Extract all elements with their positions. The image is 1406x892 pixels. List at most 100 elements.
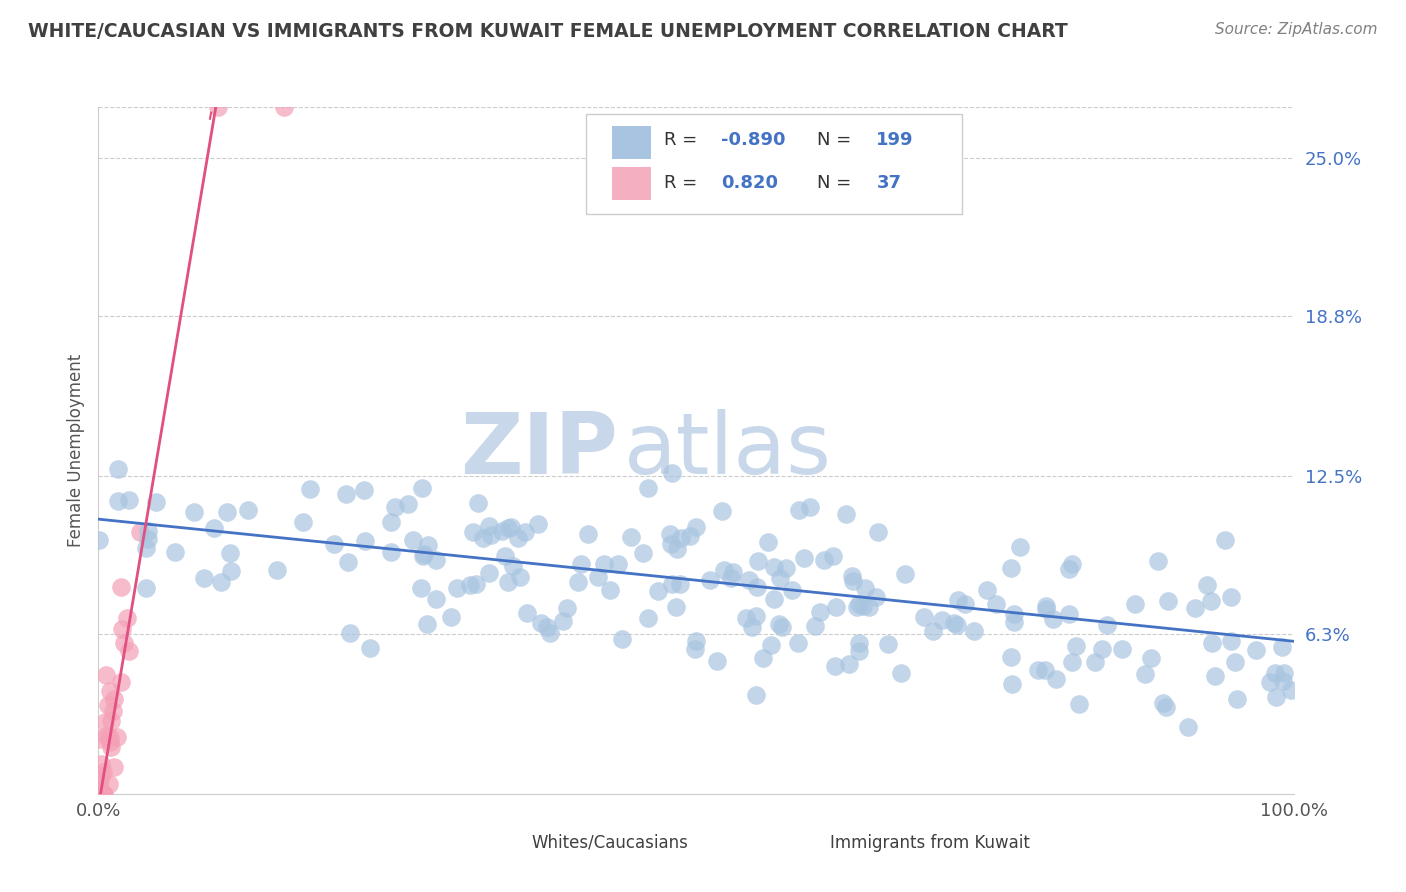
Point <box>1028 663 1050 677</box>
Point <box>90 787 112 801</box>
Point <box>193 571 215 585</box>
Point <box>1062 655 1084 669</box>
Point <box>610 632 633 646</box>
Point <box>768 617 790 632</box>
Text: R =: R = <box>664 174 709 192</box>
Point <box>458 578 481 592</box>
Point <box>136 533 159 547</box>
Point <box>912 610 935 624</box>
Point <box>637 481 659 495</box>
Point <box>1197 578 1219 592</box>
Point <box>538 626 561 640</box>
Point <box>467 496 489 510</box>
Point <box>669 577 692 591</box>
Point <box>136 524 159 538</box>
Point <box>752 651 775 665</box>
Point <box>165 545 187 559</box>
Point <box>117 644 139 658</box>
Point <box>107 462 129 476</box>
Point <box>478 519 501 533</box>
Point <box>763 560 786 574</box>
Point <box>1123 597 1146 611</box>
Point <box>496 521 519 535</box>
Bar <box>786 834 820 852</box>
Point <box>659 537 682 551</box>
Point <box>1156 700 1178 714</box>
Point <box>207 100 229 114</box>
Point <box>699 573 721 587</box>
Point <box>1219 591 1241 605</box>
Point <box>90 757 112 772</box>
Point <box>118 492 141 507</box>
Point <box>569 558 592 572</box>
Point <box>984 598 1007 612</box>
Point <box>93 765 115 780</box>
Point <box>976 583 998 598</box>
Point <box>1272 666 1295 681</box>
Point <box>852 599 875 613</box>
Point <box>90 769 112 783</box>
Point <box>825 599 848 614</box>
Point <box>1000 650 1022 665</box>
Point <box>756 534 779 549</box>
Point <box>586 569 609 583</box>
Point <box>501 520 523 534</box>
Point <box>1226 692 1249 706</box>
Point <box>647 583 669 598</box>
Point <box>747 554 769 568</box>
Point <box>842 574 865 588</box>
Point <box>471 531 494 545</box>
Point <box>339 626 361 640</box>
Point <box>775 561 797 575</box>
Point <box>1033 663 1056 677</box>
Point <box>93 787 115 801</box>
Point <box>576 526 599 541</box>
Point <box>1264 690 1286 704</box>
Point <box>1213 533 1236 548</box>
Point <box>953 597 976 611</box>
Point <box>823 549 845 564</box>
Point <box>567 574 589 589</box>
Point <box>1057 607 1080 622</box>
Point <box>713 563 735 577</box>
Point <box>745 688 768 702</box>
Text: N =: N = <box>817 174 856 192</box>
Point <box>1184 600 1206 615</box>
Point <box>94 714 117 729</box>
Text: 0.820: 0.820 <box>721 174 778 192</box>
Point <box>1199 593 1222 607</box>
Point <box>741 620 763 634</box>
Point <box>593 558 616 572</box>
Point <box>1264 665 1286 680</box>
Point <box>183 505 205 519</box>
Point <box>416 617 439 632</box>
Point <box>721 565 744 579</box>
Point <box>858 600 880 615</box>
Point <box>734 611 756 625</box>
Point <box>380 545 402 559</box>
Point <box>780 582 803 597</box>
Point <box>683 641 706 656</box>
Point <box>384 500 406 514</box>
Point <box>100 684 122 698</box>
Point <box>1045 672 1067 686</box>
Point <box>661 577 683 591</box>
Point <box>396 497 419 511</box>
Point <box>1260 675 1282 690</box>
Point <box>808 605 831 619</box>
Point <box>508 532 530 546</box>
Point <box>1059 561 1081 575</box>
Point <box>446 581 468 595</box>
Point <box>111 622 134 636</box>
Point <box>1147 554 1170 568</box>
Point <box>637 611 659 625</box>
Point <box>1111 642 1133 657</box>
Point <box>93 787 115 801</box>
Point <box>922 624 945 639</box>
Text: Source: ZipAtlas.com: Source: ZipAtlas.com <box>1215 22 1378 37</box>
Point <box>1008 541 1031 555</box>
Point <box>103 759 125 773</box>
FancyBboxPatch shape <box>586 114 963 213</box>
Point <box>770 620 793 634</box>
Point <box>478 566 501 581</box>
